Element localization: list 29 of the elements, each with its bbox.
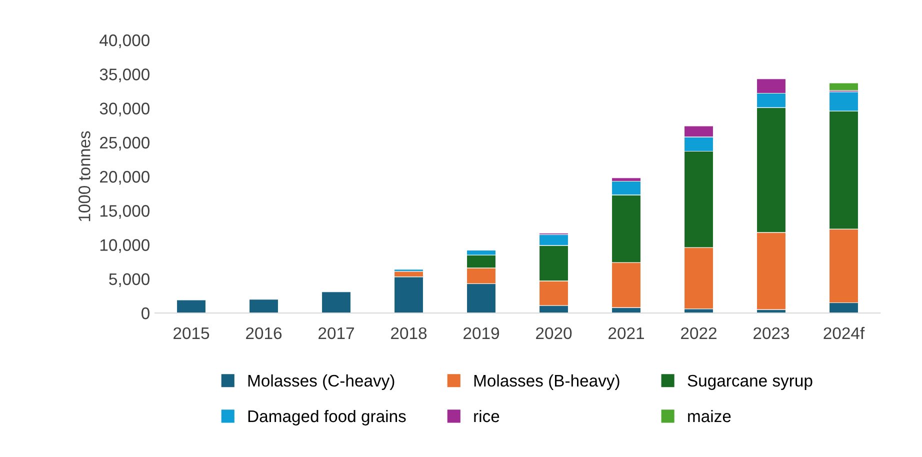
y-tick-label: 20,000	[100, 170, 150, 185]
y-tick-label: 40,000	[100, 34, 150, 48]
x-tick-label: 2017	[318, 327, 354, 340]
y-tick-label: 0	[142, 307, 150, 320]
x-tick-label: 2015	[174, 327, 210, 340]
legend-label: Molasses (B-heavy)	[474, 374, 620, 390]
x-tick-label: 2016	[246, 327, 282, 340]
bar	[248, 299, 279, 313]
legend-label: rice	[474, 410, 500, 422]
y-tick-label: 35,000	[100, 68, 150, 82]
y-tick-label: 5,000	[109, 273, 150, 288]
legend-label: maize	[688, 410, 731, 422]
y-tick-label: 10,000	[100, 239, 150, 253]
x-tick-label: 2024f	[824, 326, 865, 340]
y-axis-title: 1000 tonnes	[78, 131, 90, 222]
y-tick-label: 25,000	[100, 136, 150, 151]
x-tick-label: 2020	[536, 327, 572, 340]
legend-label: Molasses (C-heavy)	[248, 374, 394, 390]
legend-label: Damaged food grains	[248, 410, 406, 426]
y-tick-label: 15,000	[100, 205, 150, 219]
x-tick-label: 2018	[391, 327, 427, 340]
x-tick-label: 2023	[754, 327, 790, 340]
legend-label: Sugarcane syrup	[688, 374, 812, 390]
x-tick-label: 2021	[608, 327, 644, 340]
bar	[321, 292, 352, 313]
y-tick-label: 30,000	[100, 102, 150, 116]
x-tick-label: 2022	[681, 327, 716, 340]
bar	[176, 300, 206, 313]
x-tick-label: 2019	[464, 327, 499, 340]
